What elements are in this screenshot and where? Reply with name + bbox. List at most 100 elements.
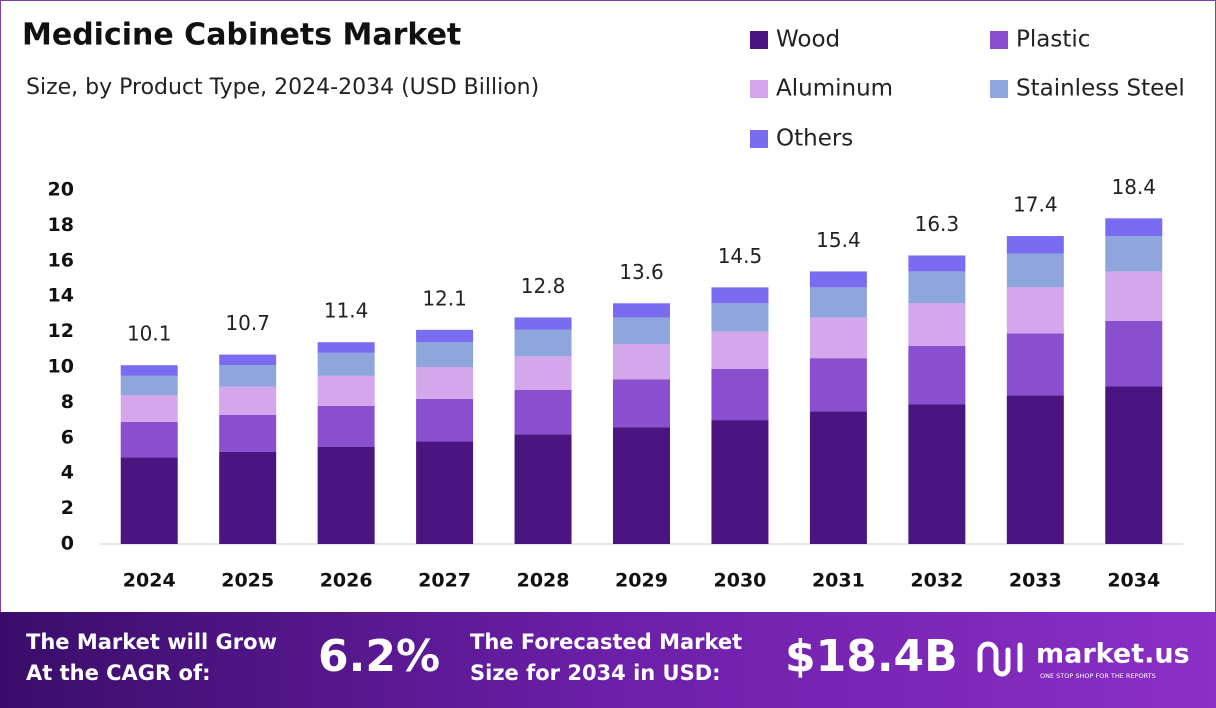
x-tick-label: 2032	[910, 570, 963, 592]
bar-segment	[514, 356, 572, 391]
total-label: 10.7	[225, 311, 270, 335]
bar-segment	[416, 342, 474, 367]
y-tick-label: 8	[61, 391, 74, 413]
legend-swatch	[990, 80, 1008, 98]
bar-segment	[1105, 271, 1163, 321]
total-label: 11.4	[324, 299, 369, 323]
bar-segment	[1105, 386, 1163, 544]
bar-segment	[1006, 395, 1064, 544]
footer-banner	[0, 612, 1216, 708]
bar-segment	[613, 427, 670, 544]
x-tick-label: 2034	[1107, 570, 1160, 592]
x-tick-label: 2028	[517, 570, 570, 592]
y-tick-label: 18	[48, 214, 74, 236]
y-tick-label: 6	[61, 426, 74, 448]
legend-label: Wood	[776, 27, 840, 53]
bar-segment	[317, 342, 375, 353]
total-label: 17.4	[1013, 193, 1058, 217]
bar-segment	[514, 434, 572, 544]
bar-segment	[908, 345, 966, 405]
x-tick-label: 2033	[1009, 570, 1062, 592]
bar-segment	[1006, 333, 1064, 396]
total-label: 10.1	[127, 322, 172, 346]
bar-segment	[908, 271, 966, 304]
footer-value: 6.2%	[318, 631, 440, 682]
bar-segment	[809, 358, 867, 412]
bar-segment	[120, 395, 178, 422]
y-tick-label: 14	[48, 285, 74, 307]
bar-segment	[908, 303, 966, 346]
total-label: 13.6	[619, 260, 664, 284]
brand: market.us	[1036, 639, 1190, 670]
legend-swatch	[750, 31, 768, 49]
bar-segment	[711, 420, 769, 544]
legend-label: Aluminum	[776, 76, 893, 102]
bar-segment	[219, 451, 277, 544]
bar-segment	[613, 379, 670, 428]
footer-text: At the CAGR of:	[26, 661, 211, 685]
bar-segment	[514, 329, 572, 357]
bar-segment	[317, 405, 375, 447]
bar-segment	[1006, 253, 1064, 288]
bar-segment	[1105, 320, 1163, 387]
x-tick-label: 2025	[221, 570, 274, 592]
bar-segment	[120, 365, 178, 376]
y-tick-label: 0	[61, 533, 74, 555]
brand-tagline: ONE STOP SHOP FOR THE REPORTS	[1040, 672, 1156, 680]
bar-segment	[317, 352, 375, 376]
legend-label: Others	[776, 126, 853, 152]
bar-segment	[908, 404, 966, 544]
bar-segment	[908, 255, 966, 272]
bar-segment	[711, 331, 769, 369]
bar-segment	[219, 354, 277, 366]
bar-segment	[219, 386, 277, 415]
y-tick-label: 2	[61, 497, 74, 519]
x-tick-label: 2027	[418, 570, 471, 592]
bar-segment	[711, 368, 769, 421]
bar-segment	[416, 441, 474, 544]
bar-segment	[1006, 236, 1064, 254]
footer-text: Size for 2034 in USD:	[470, 661, 721, 685]
y-tick-label: 4	[61, 462, 74, 484]
total-label: 12.8	[521, 274, 566, 298]
bar-segment	[613, 317, 670, 344]
bar-segment	[219, 414, 277, 452]
x-tick-label: 2030	[714, 570, 767, 592]
y-tick-label: 10	[48, 356, 74, 378]
legend-label: Stainless Steel	[1016, 76, 1185, 102]
total-label: 16.3	[915, 212, 960, 236]
bar-segment	[613, 303, 670, 318]
bar-segment	[416, 398, 474, 442]
x-tick-label: 2031	[812, 570, 865, 592]
footer-text: The Market will Grow	[26, 630, 277, 654]
brand-logo	[977, 641, 1023, 677]
bar-segment	[120, 457, 178, 544]
bar-segment	[416, 367, 474, 399]
y-tick-label: 16	[48, 249, 74, 271]
x-tick-label: 2026	[320, 570, 373, 592]
bar-segment	[613, 343, 670, 380]
bar-segment	[809, 271, 867, 288]
chart-subtitle: Size, by Product Type, 2024-2034 (USD Bi…	[26, 75, 539, 100]
x-tick-label: 2024	[123, 570, 176, 592]
legend-label: Plastic	[1016, 27, 1090, 53]
bar-segment	[711, 287, 769, 304]
legend-swatch	[750, 130, 768, 148]
bar-segment	[809, 287, 867, 318]
total-label: 12.1	[422, 286, 467, 310]
bar-segment	[219, 365, 277, 387]
bar-segment	[317, 375, 375, 406]
bar-segment	[120, 375, 178, 396]
total-label: 18.4	[1112, 175, 1157, 199]
y-tick-label: 12	[48, 320, 74, 342]
footer-value: $18.4B	[785, 631, 958, 682]
bar-segment	[809, 411, 867, 544]
bar-segment	[514, 390, 572, 435]
chart-title: Medicine Cabinets Market	[22, 18, 461, 53]
bar-segment	[416, 329, 474, 343]
bar-segment	[809, 317, 867, 359]
bar-segment	[120, 421, 178, 458]
total-label: 15.4	[816, 228, 861, 252]
